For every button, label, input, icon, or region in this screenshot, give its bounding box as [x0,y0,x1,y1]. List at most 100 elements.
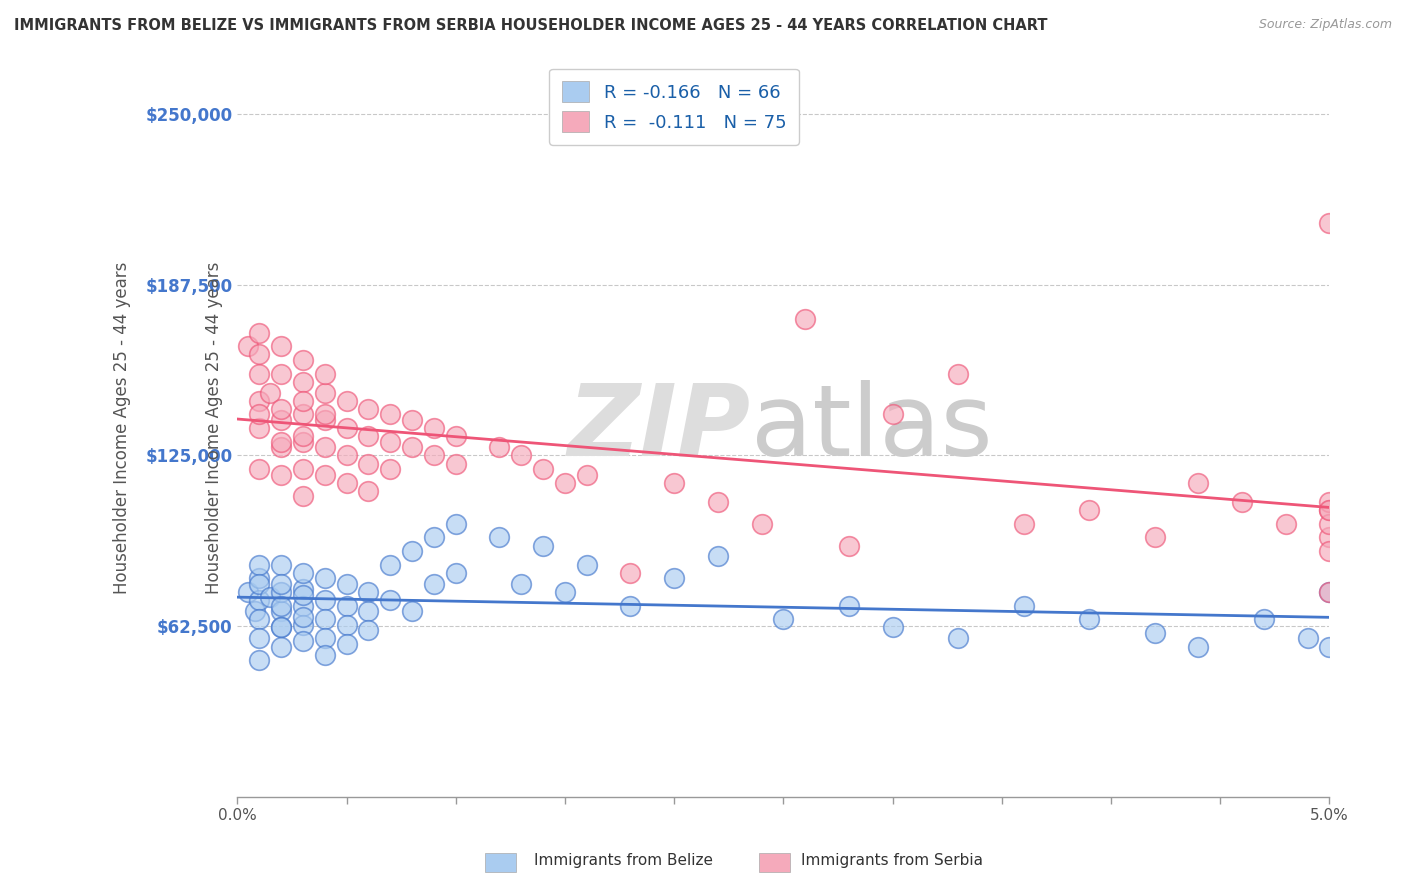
Point [259,385,281,400]
Point [1319,640,1341,654]
Text: ZIP: ZIP [568,380,751,476]
Point [357,429,380,443]
Point [1143,626,1166,640]
Point [357,457,380,471]
Point [1078,612,1101,626]
Point [794,312,817,326]
Point [247,347,270,361]
Point [247,576,270,591]
Point [1012,599,1035,613]
Point [270,434,292,449]
Point [946,367,969,381]
Point [270,620,292,634]
Point [247,593,270,607]
Point [1143,530,1166,544]
Point [510,449,533,463]
Point [314,367,336,381]
Text: IMMIGRANTS FROM BELIZE VS IMMIGRANTS FROM SERBIA HOUSEHOLDER INCOME AGES 25 - 44: IMMIGRANTS FROM BELIZE VS IMMIGRANTS FRO… [14,18,1047,33]
Y-axis label: Householder Income Ages 25 - 44 years: Householder Income Ages 25 - 44 years [205,262,224,594]
Point [270,599,292,613]
Point [444,516,467,531]
Point [247,408,270,422]
Point [335,576,357,591]
Point [291,429,314,443]
Point [247,421,270,435]
Point [314,571,336,585]
Point [380,408,402,422]
Point [270,585,292,599]
Y-axis label: Householder Income Ages 25 - 44 years: Householder Income Ages 25 - 44 years [114,262,131,594]
Text: Immigrants from Belize: Immigrants from Belize [534,854,713,868]
Point [291,489,314,503]
Point [882,620,904,634]
Point [444,457,467,471]
Point [619,599,641,613]
Point [380,434,402,449]
Point [1319,516,1341,531]
Point [314,612,336,626]
Point [531,539,554,553]
Point [1230,495,1253,509]
Point [291,408,314,422]
Point [751,516,773,531]
Point [357,623,380,637]
Point [423,576,446,591]
Point [423,449,446,463]
Point [291,462,314,476]
Point [1319,216,1341,230]
Point [380,462,402,476]
Point [838,599,860,613]
Point [335,617,357,632]
Point [1319,503,1341,517]
Point [270,367,292,381]
Point [401,413,423,427]
Point [291,582,314,597]
Point [1187,475,1209,490]
Point [270,339,292,353]
Point [335,393,357,408]
Point [247,367,270,381]
Point [882,408,904,422]
Point [1319,585,1341,599]
Point [380,558,402,572]
Point [243,604,266,618]
Point [247,326,270,340]
Point [314,385,336,400]
Point [291,634,314,648]
Point [838,539,860,553]
Point [270,604,292,618]
Point [335,421,357,435]
Legend: R = -0.166   N = 66, R =  -0.111   N = 75: R = -0.166 N = 66, R = -0.111 N = 75 [550,69,799,145]
Point [401,604,423,618]
Point [531,462,554,476]
Text: Source: ZipAtlas.com: Source: ZipAtlas.com [1258,18,1392,31]
Point [554,475,576,490]
Point [1253,612,1275,626]
Point [444,566,467,580]
Point [291,588,314,602]
Text: atlas: atlas [751,380,993,476]
Point [335,475,357,490]
Point [662,475,685,490]
Point [772,612,794,626]
Point [662,571,685,585]
Point [291,375,314,389]
Point [270,467,292,482]
Point [707,495,730,509]
Point [1319,585,1341,599]
Point [314,408,336,422]
Point [707,549,730,564]
Point [270,440,292,454]
Point [314,440,336,454]
Point [1319,495,1341,509]
Point [1319,530,1341,544]
Point [270,558,292,572]
Point [247,462,270,476]
Point [270,576,292,591]
Point [1274,516,1296,531]
Point [247,558,270,572]
Point [291,617,314,632]
Point [270,620,292,634]
Point [291,566,314,580]
Point [270,640,292,654]
